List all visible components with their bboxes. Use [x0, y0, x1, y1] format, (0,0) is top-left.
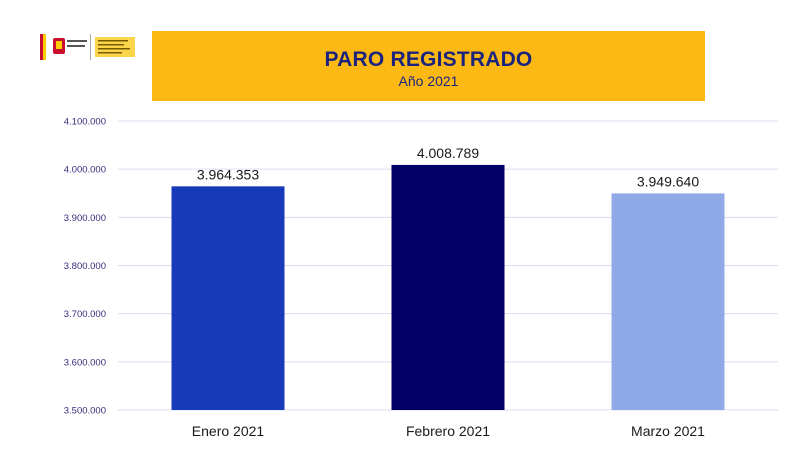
chart-subtitle: Año 2021 — [398, 73, 459, 89]
bars-layer — [171, 164, 725, 410]
y-tick-label: 4.000.000 — [64, 165, 106, 176]
x-tick-label: Marzo 2021 — [631, 423, 705, 439]
bar — [391, 164, 505, 410]
x-tick-label: Febrero 2021 — [406, 423, 490, 439]
data-label: 3.949.640 — [637, 173, 699, 189]
bar — [171, 186, 285, 410]
y-tick-label: 3.600.000 — [64, 357, 106, 368]
chart-title: PARO REGISTRADO — [324, 48, 533, 71]
logo-flag-stripe-red — [40, 34, 43, 60]
data-label: 4.008.789 — [417, 145, 479, 161]
y-tick-label: 3.700.000 — [64, 309, 106, 320]
labels-layer: 3.500.000 3.600.000 3.700.000 3.800.000 3.90… — [64, 117, 705, 440]
government-logo — [40, 34, 135, 60]
y-tick-label: 3.500.000 — [64, 406, 106, 417]
x-tick-label: Enero 2021 — [192, 423, 265, 439]
y-tick-label: 3.900.000 — [64, 213, 106, 224]
title-banner: PARO REGISTRADO Año 2021 — [152, 31, 705, 101]
y-tick-label: 4.100.000 — [64, 117, 106, 128]
y-tick-label: 3.800.000 — [64, 261, 106, 272]
data-label: 3.964.353 — [197, 166, 259, 182]
bar — [611, 193, 725, 410]
logo-flag-stripe-yellow — [43, 34, 46, 60]
